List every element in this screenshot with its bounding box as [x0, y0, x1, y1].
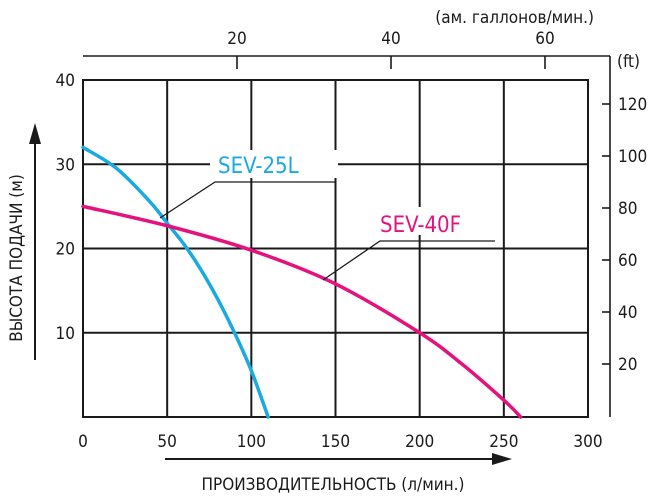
x-tick-label: 50 — [157, 432, 176, 452]
y2-tick-label: 100 — [618, 147, 647, 167]
x-axis-label: ПРОИЗВОДИТЕЛЬНОСТЬ (л/мин.) — [201, 475, 464, 495]
x2-tick-label: 20 — [227, 29, 246, 49]
y-tick-label: 30 — [56, 155, 75, 175]
y2-tick-label: 60 — [618, 251, 637, 271]
label-background — [210, 150, 338, 178]
x-tick-label: 150 — [321, 432, 350, 452]
series-label-sev-25l: SEV-25L — [218, 154, 299, 179]
series-lines — [81, 145, 523, 419]
x-tick-label: 300 — [573, 432, 602, 452]
leader-line-sev-40f — [322, 240, 495, 281]
series-label-sev-40f: SEV-40F — [380, 213, 461, 238]
y2-tick-label: 20 — [618, 355, 637, 375]
x2-tick-label: 40 — [381, 29, 400, 49]
labels: SEV-25L SEV-40F — [159, 150, 495, 281]
arrow-up-icon — [29, 123, 41, 144]
grid — [82, 79, 589, 418]
x-tick-label: 250 — [489, 432, 518, 452]
leader-line-sev-25l — [159, 181, 335, 219]
arrow-right-icon — [492, 453, 512, 465]
x2-axis-label: (ам. галлонов/мин.) — [435, 8, 594, 28]
x-tick-label: 200 — [405, 432, 434, 452]
label-background — [375, 207, 495, 235]
y-axis-label: ВЫСОТА ПОДАЧИ (м) — [7, 174, 27, 342]
x2-tick-label: 60 — [535, 29, 554, 49]
y2-tick-label: 80 — [618, 199, 637, 219]
x-tick-label: 0 — [78, 432, 88, 452]
y2-tick-label: 40 — [618, 303, 637, 323]
y-tick-label: 20 — [56, 240, 75, 260]
x-tick-label: 100 — [237, 432, 266, 452]
y-tick-label: 40 — [56, 71, 75, 91]
series-line-sev-40f — [81, 204, 523, 419]
y2-axis-label: (ft) — [617, 52, 640, 72]
series-line-sev-25l — [81, 145, 270, 419]
y2-tick-label: 120 — [618, 95, 647, 115]
y-tick-label: 10 — [56, 324, 75, 344]
